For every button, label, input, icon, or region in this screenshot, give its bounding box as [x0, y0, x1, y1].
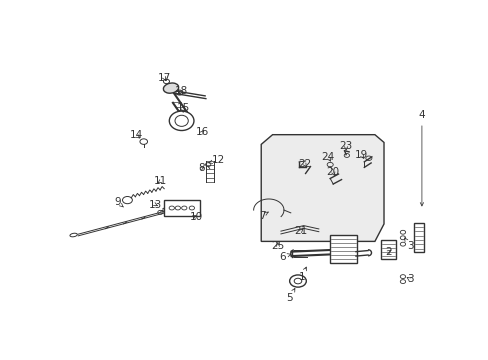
Text: 25: 25 — [271, 241, 284, 251]
Text: 1: 1 — [298, 267, 306, 282]
Text: 6: 6 — [278, 252, 290, 262]
Text: 11: 11 — [154, 176, 167, 186]
Text: 21: 21 — [293, 226, 306, 236]
Text: 13: 13 — [148, 199, 162, 210]
Text: 19: 19 — [354, 150, 367, 159]
Ellipse shape — [169, 111, 194, 131]
Ellipse shape — [175, 115, 188, 126]
Text: 9: 9 — [114, 197, 123, 207]
Text: 23: 23 — [339, 141, 352, 151]
Text: 12: 12 — [208, 155, 225, 165]
Bar — [329, 235, 357, 263]
Text: 5: 5 — [286, 288, 294, 303]
Text: 3: 3 — [406, 274, 412, 284]
Text: 22: 22 — [297, 159, 310, 169]
Ellipse shape — [70, 233, 77, 237]
Text: 18: 18 — [175, 86, 188, 96]
Text: 3: 3 — [404, 238, 412, 251]
Polygon shape — [261, 135, 383, 242]
Bar — [164, 201, 200, 216]
Text: 4: 4 — [418, 110, 425, 206]
Text: 17: 17 — [157, 73, 170, 83]
Text: 10: 10 — [190, 212, 203, 222]
Text: 24: 24 — [321, 152, 334, 162]
Text: 15: 15 — [176, 103, 189, 113]
Text: 16: 16 — [195, 127, 208, 138]
Text: 14: 14 — [129, 130, 142, 140]
Ellipse shape — [163, 83, 178, 93]
Text: 8: 8 — [197, 163, 204, 174]
Text: 7: 7 — [258, 211, 268, 221]
Text: 20: 20 — [326, 167, 339, 177]
Text: 2: 2 — [385, 247, 391, 257]
Bar — [381, 240, 395, 259]
Bar — [413, 222, 423, 252]
